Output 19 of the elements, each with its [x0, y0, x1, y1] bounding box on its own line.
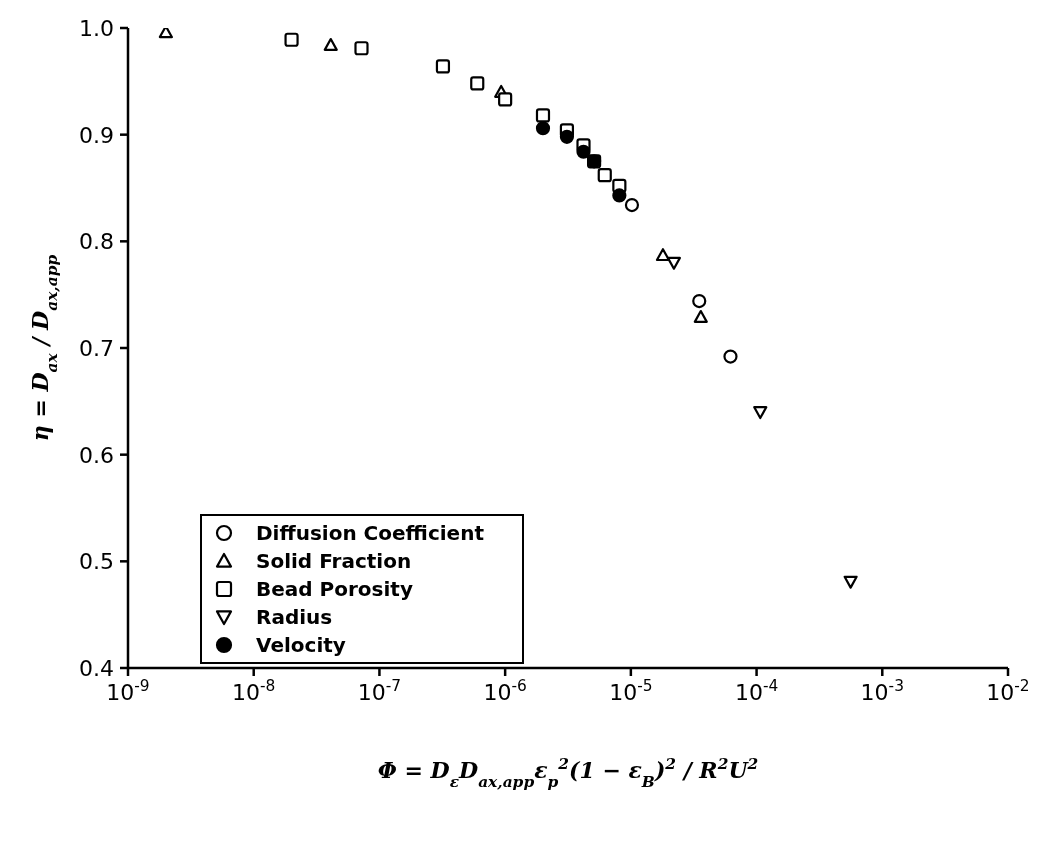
x-tick-label: 10$^{-2}$ [986, 677, 1030, 705]
legend-label: Radius [256, 605, 333, 629]
x-tick-label: 10$^{-7}$ [357, 677, 402, 705]
y-tick-label: 0.9 [79, 122, 114, 148]
y-tick-label: 0.8 [79, 229, 114, 255]
legend-label: Solid Fraction [256, 549, 412, 573]
x-tick-label: 10$^{-4}$ [734, 677, 779, 705]
y-tick-label: 0.5 [79, 549, 114, 575]
y-tick-label: 0.6 [79, 442, 114, 468]
legend-label: Velocity [256, 633, 346, 657]
x-tick-label: 10$^{-5}$ [609, 677, 653, 705]
y-tick-label: 1.0 [79, 16, 114, 41]
x-tick-label: 10$^{-8}$ [232, 677, 276, 705]
x-tick-label: 10$^{-6}$ [483, 677, 527, 705]
legend-label: Bead Porosity [256, 577, 413, 601]
x-tick-label: 10$^{-3}$ [860, 677, 904, 705]
legend-label: Diffusion Coefficient [256, 521, 484, 545]
text: Φ = D$_{ε}$D$_{ax,app}$ε$_{p}$$^{2}$(1 − ε$_{B}$)$^{2}$ / R$^{2}$U$^{2}$ [377, 755, 759, 791]
y-tick-label: 0.7 [79, 336, 114, 361]
